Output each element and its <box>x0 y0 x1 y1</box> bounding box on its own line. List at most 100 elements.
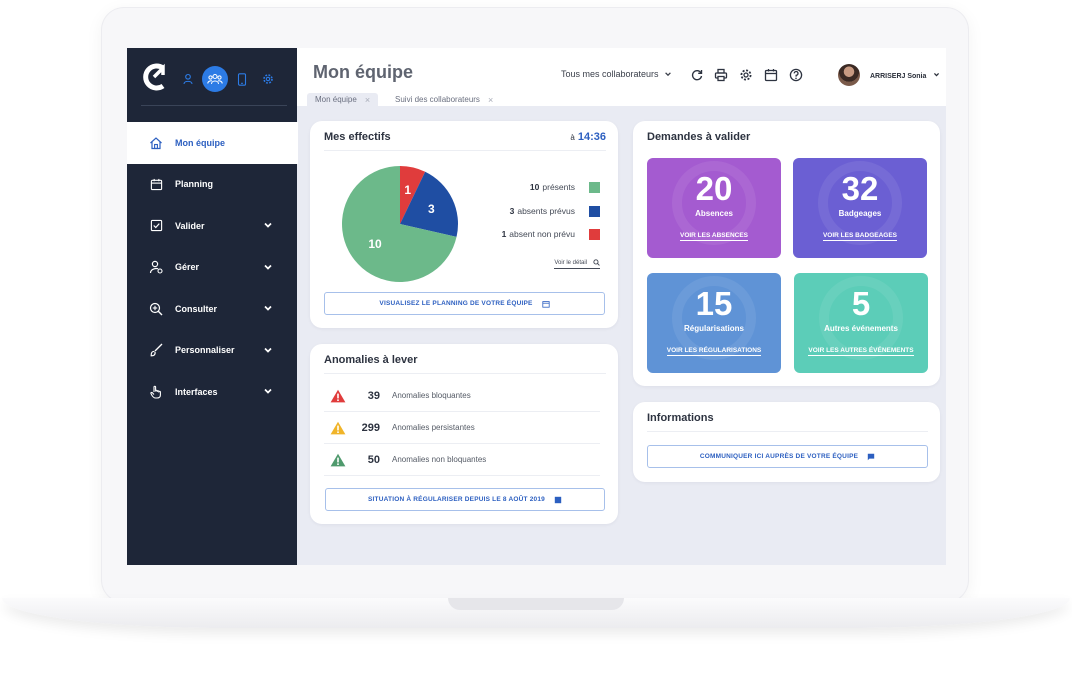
sidebar: Mon équipe Planning Valider Gérer <box>127 48 298 565</box>
sidebar-item-label: Personnaliser <box>175 345 235 356</box>
gear-icon[interactable] <box>255 66 281 92</box>
help-icon[interactable] <box>789 68 803 82</box>
close-icon[interactable]: × <box>364 94 371 105</box>
legend-label: présents <box>542 182 575 192</box>
card-title: Demandes à valider <box>647 131 751 143</box>
legend-label: absents prévus <box>517 206 575 216</box>
list-item[interactable]: 299 Anomalies persistantes <box>324 412 600 444</box>
card-divider <box>324 150 606 151</box>
mobile-icon[interactable] <box>229 66 255 92</box>
calendar-icon[interactable] <box>764 68 778 82</box>
close-icon[interactable]: × <box>487 94 494 105</box>
user-name: ARRISERJ Sonia <box>870 73 927 80</box>
anomaly-count: 50 <box>367 453 380 466</box>
absences-tile[interactable]: 20 Absences VOIR LES ABSENCES <box>647 158 781 258</box>
tile-link-label: VOIR LES RÉGULARISATIONS <box>666 347 762 356</box>
chevron-down-icon <box>264 388 272 394</box>
refresh-icon[interactable] <box>690 68 704 82</box>
warning-icon <box>330 389 346 402</box>
legend-item: 1 absent non prévu <box>502 228 600 240</box>
chevron-down-icon <box>264 222 272 228</box>
calendar-icon <box>541 300 550 308</box>
laptop-notch <box>448 598 624 610</box>
tile-link[interactable]: VOIR LES ABSENCES <box>647 232 781 241</box>
regularisations-tile[interactable]: 15 Régularisations VOIR LES RÉGULARISATI… <box>647 273 781 373</box>
tile-label: Autres événements <box>824 324 898 333</box>
anomaly-label: Anomalies persistantes <box>392 423 475 432</box>
tab-suivi-collaborateurs[interactable]: Suivi des collaborateurs × <box>387 93 501 106</box>
warning-icon <box>330 453 346 466</box>
sidebar-item-valider[interactable]: Valider <box>127 205 297 247</box>
tile-link-label: VOIR LES AUTRES ÉVÉNEMENTS <box>808 347 914 356</box>
pie-slice-présents[interactable] <box>342 166 457 282</box>
pie-slice-absents-prévus[interactable] <box>400 171 458 237</box>
tab-label: Suivi des collaborateurs <box>395 95 480 104</box>
collaborators-filter-dropdown[interactable]: Tous mes collaborateurs <box>561 69 672 79</box>
sidebar-item-planning[interactable]: Planning <box>127 164 297 206</box>
anomaly-label: Anomalies bloquantes <box>392 391 471 400</box>
message-icon <box>867 453 875 460</box>
tile-link[interactable]: VOIR LES AUTRES ÉVÉNEMENTS <box>794 347 928 356</box>
tile-decoration <box>819 276 903 360</box>
badgeages-tile[interactable]: 32 Badgeages VOIR LES BADGEAGES <box>793 158 927 258</box>
sidebar-item-mon-equipe[interactable]: Mon équipe <box>127 122 298 164</box>
card-title: Anomalies à lever <box>324 354 418 366</box>
calendar-icon <box>149 177 163 191</box>
pie-data-label: 3 <box>428 202 435 216</box>
tabs-bar <box>297 92 946 106</box>
chevron-down-icon <box>264 347 272 353</box>
card-divider <box>647 431 928 432</box>
page-title: Mon équipe <box>313 62 413 82</box>
time-prefix: à <box>570 133 575 142</box>
legend-item: 10 présents <box>530 181 600 193</box>
anomaly-count: 299 <box>361 421 380 434</box>
avatar[interactable] <box>838 64 860 86</box>
square-icon <box>554 496 562 503</box>
button-label: SITUATION À RÉGULARISER DEPUIS LE 8 AOÛT… <box>368 496 545 503</box>
sidebar-item-label: Valider <box>175 220 205 231</box>
demandes-card: Demandes à valider 20 Absences VOIR LES … <box>633 121 940 386</box>
list-item[interactable]: 39 Anomalies bloquantes <box>324 380 600 412</box>
planning-button[interactable]: VISUALISEZ LE PLANNING DE VOTRE ÉQUIPE <box>324 292 605 315</box>
tile-link[interactable]: VOIR LES RÉGULARISATIONS <box>647 347 781 356</box>
hand-pointer-icon <box>149 385 163 399</box>
sidebar-item-interfaces[interactable]: Interfaces <box>127 371 297 413</box>
detail-link-label: Voir le détail <box>554 259 587 266</box>
card-divider <box>324 373 606 374</box>
tab-mon-equipe[interactable]: Mon équipe × <box>307 93 379 106</box>
gear-icon[interactable] <box>739 68 753 82</box>
tile-label: Badgeages <box>838 209 882 218</box>
autres-evenements-tile[interactable]: 5 Autres événements VOIR LES AUTRES ÉVÉN… <box>794 273 928 373</box>
tab-label: Mon équipe <box>315 95 357 104</box>
informations-card: Informations COMMUNIQUER ICI AUPRÈS DE V… <box>633 402 940 482</box>
sidebar-nav: Mon équipe Planning Valider Gérer <box>127 122 298 413</box>
user-menu[interactable]: ARRISERJ Sonia <box>870 71 940 80</box>
anomalies-card: Anomalies à lever 39 Anomalies bloquante… <box>310 344 618 524</box>
sidebar-divider <box>141 105 287 106</box>
legend-item: 3 absents prévus <box>510 205 600 217</box>
pie-data-label: 10 <box>368 237 382 251</box>
brush-icon <box>149 343 163 357</box>
time-value: 14:36 <box>577 131 606 143</box>
regularisation-button[interactable]: SITUATION À RÉGULARISER DEPUIS LE 8 AOÛT… <box>325 488 605 511</box>
communiquer-button[interactable]: COMMUNIQUER ICI AUPRÈS DE VOTRE ÉQUIPE <box>647 445 928 468</box>
print-icon[interactable] <box>714 68 728 82</box>
sidebar-item-consulter[interactable]: Consulter <box>127 288 297 330</box>
pie-slice-absent-non-prévu[interactable] <box>400 166 426 224</box>
home-icon <box>149 136 163 150</box>
sidebar-item-gerer[interactable]: Gérer <box>127 247 297 289</box>
tile-link[interactable]: VOIR LES BADGEAGES <box>793 232 927 241</box>
tile-value: 5 <box>851 285 871 322</box>
app-logo-icon <box>143 63 165 91</box>
chevron-down-icon <box>934 73 940 77</box>
anomaly-count: 39 <box>367 389 380 402</box>
legend-label: absent non prévu <box>509 229 575 239</box>
detail-link[interactable]: Voir le détail <box>554 259 600 269</box>
sidebar-item-label: Interfaces <box>175 386 218 397</box>
list-item[interactable]: 50 Anomalies non bloquantes <box>324 444 600 476</box>
user-icon[interactable] <box>175 66 201 92</box>
button-label: COMMUNIQUER ICI AUPRÈS DE VOTRE ÉQUIPE <box>699 453 859 460</box>
tile-label: Absences <box>695 209 733 218</box>
team-icon[interactable] <box>202 66 228 92</box>
sidebar-item-personnaliser[interactable]: Personnaliser <box>127 330 297 372</box>
